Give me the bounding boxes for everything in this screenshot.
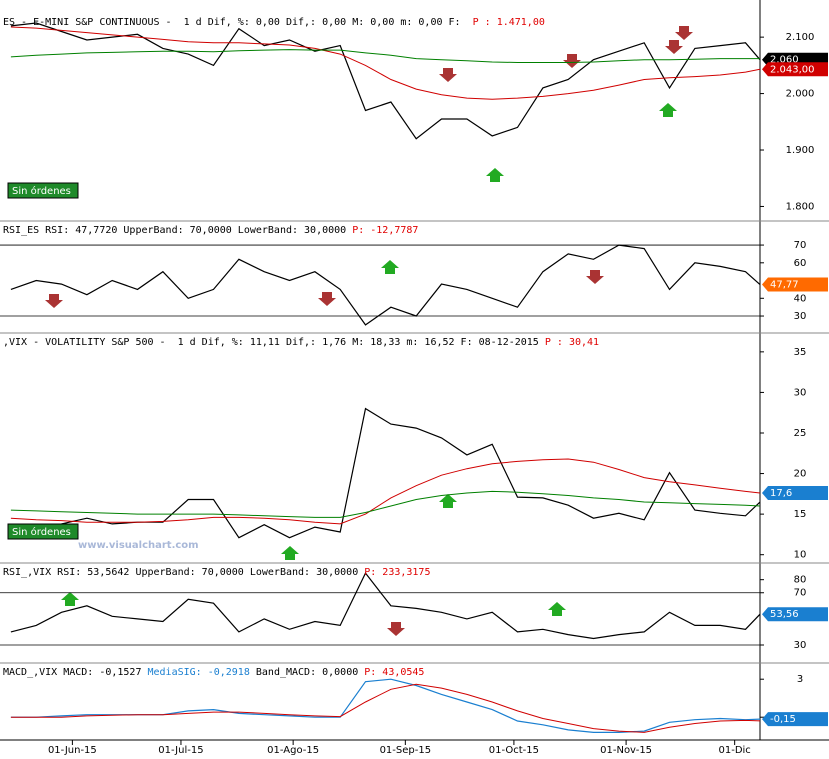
y-tick-label: 30 <box>794 387 807 398</box>
y-tick-label: 3 <box>797 674 803 685</box>
plot <box>0 244 760 326</box>
x-tick-label: 01-Nov-15 <box>600 745 652 756</box>
y-tick-label: 30 <box>794 640 807 651</box>
series-line <box>10 571 760 640</box>
x-tick-label: 01-Ago-15 <box>267 745 319 756</box>
y-tick-label: 15 <box>794 509 807 520</box>
plot <box>10 22 760 140</box>
x-tick-label: 01-Jul-15 <box>158 745 203 756</box>
panel-header: RSI_ES RSI: 47,7720 UpperBand: 70,0000 L… <box>3 225 418 236</box>
plot <box>0 571 760 646</box>
y-tick-label: 70 <box>794 240 807 251</box>
panel-header: ES - E-MINI S&P CONTINUOUS - 1 d Dif, %:… <box>3 17 545 28</box>
header-part: ,VIX - VOLATILITY S&P 500 - 1 d Dif, %: … <box>3 337 545 348</box>
series-line <box>10 22 760 140</box>
x-tick-label: 01-Sep-15 <box>380 745 432 756</box>
orders-label: Sin órdenes <box>12 185 71 197</box>
price-tag-label: 2.060 <box>770 55 799 66</box>
y-tick-label: 70 <box>794 588 807 599</box>
y-tick-label: 2.000 <box>786 89 815 100</box>
header-part: RSI_ES RSI: 47,7720 UpperBand: 70,0000 L… <box>3 225 352 236</box>
header-part: P: 43,0545 <box>364 667 424 678</box>
series-line <box>10 458 760 525</box>
y-tick-label: 80 <box>794 575 807 586</box>
price-tag-label: 47,77 <box>770 280 799 291</box>
header-part: MediaSIG: -0,2918 <box>148 667 250 678</box>
header-part: RSI_,VIX RSI: 53,5642 UpperBand: 70,0000… <box>3 567 364 578</box>
price-tag-label: 53,56 <box>770 609 799 620</box>
plot <box>10 678 760 733</box>
price-tag <box>762 607 828 622</box>
panel-header: ,VIX - VOLATILITY S&P 500 - 1 d Dif, %: … <box>3 337 599 348</box>
y-tick-label: 40 <box>794 293 807 304</box>
price-tag-label: -0,15 <box>770 714 796 725</box>
orders-box <box>7 182 79 199</box>
header-part: ES - E-MINI S&P CONTINUOUS - 1 d Dif, %:… <box>3 17 467 28</box>
header-part: P : 30,41 <box>545 337 599 348</box>
y-tick-label: 25 <box>794 428 807 439</box>
header-part: MACD_,VIX MACD: -0,1527 <box>3 667 148 678</box>
plot <box>10 407 760 539</box>
header-part: P: 233,3175 <box>364 567 430 578</box>
header-part: Band_MACD: 0,0000 <box>250 667 364 678</box>
x-tick-label: 01-Jun-15 <box>48 745 97 756</box>
price-tag <box>762 62 828 77</box>
series-line <box>10 49 760 63</box>
panel-header: MACD_,VIX MACD: -0,1527 MediaSIG: -0,291… <box>3 667 424 678</box>
y-tick-label: 60 <box>794 258 807 269</box>
header-part: P: -12,7787 <box>352 225 418 236</box>
y-tick-label: 35 <box>794 347 807 358</box>
y-tick-label: 1.800 <box>786 201 815 212</box>
panel-header: RSI_,VIX RSI: 53,5642 UpperBand: 70,0000… <box>3 567 430 578</box>
series-line <box>10 490 760 518</box>
y-tick-label: 1.900 <box>786 145 815 156</box>
y-tick-label: 30 <box>794 311 807 322</box>
watermark: www.visualchart.com <box>78 540 199 551</box>
price-tag <box>762 277 828 292</box>
x-tick-label: 01-Dic <box>719 745 751 756</box>
orders-label: Sin órdenes <box>12 526 71 538</box>
price-tag <box>762 486 828 501</box>
y-tick-label: 2.100 <box>786 32 815 43</box>
price-tag-label: 17,6 <box>770 488 792 499</box>
series-line <box>10 26 760 100</box>
price-tag-label: 2.043,00 <box>770 64 815 75</box>
x-tick-label: 01-Oct-15 <box>489 745 539 756</box>
series-line <box>10 244 760 326</box>
y-tick-label: 20 <box>794 469 807 480</box>
signal-arrows <box>45 26 693 636</box>
header-part: P : 1.471,00 <box>467 17 545 28</box>
y-tick-label: 10 <box>794 550 807 561</box>
price-tag <box>762 712 828 727</box>
series-line <box>10 683 760 733</box>
orders-box <box>7 523 79 540</box>
